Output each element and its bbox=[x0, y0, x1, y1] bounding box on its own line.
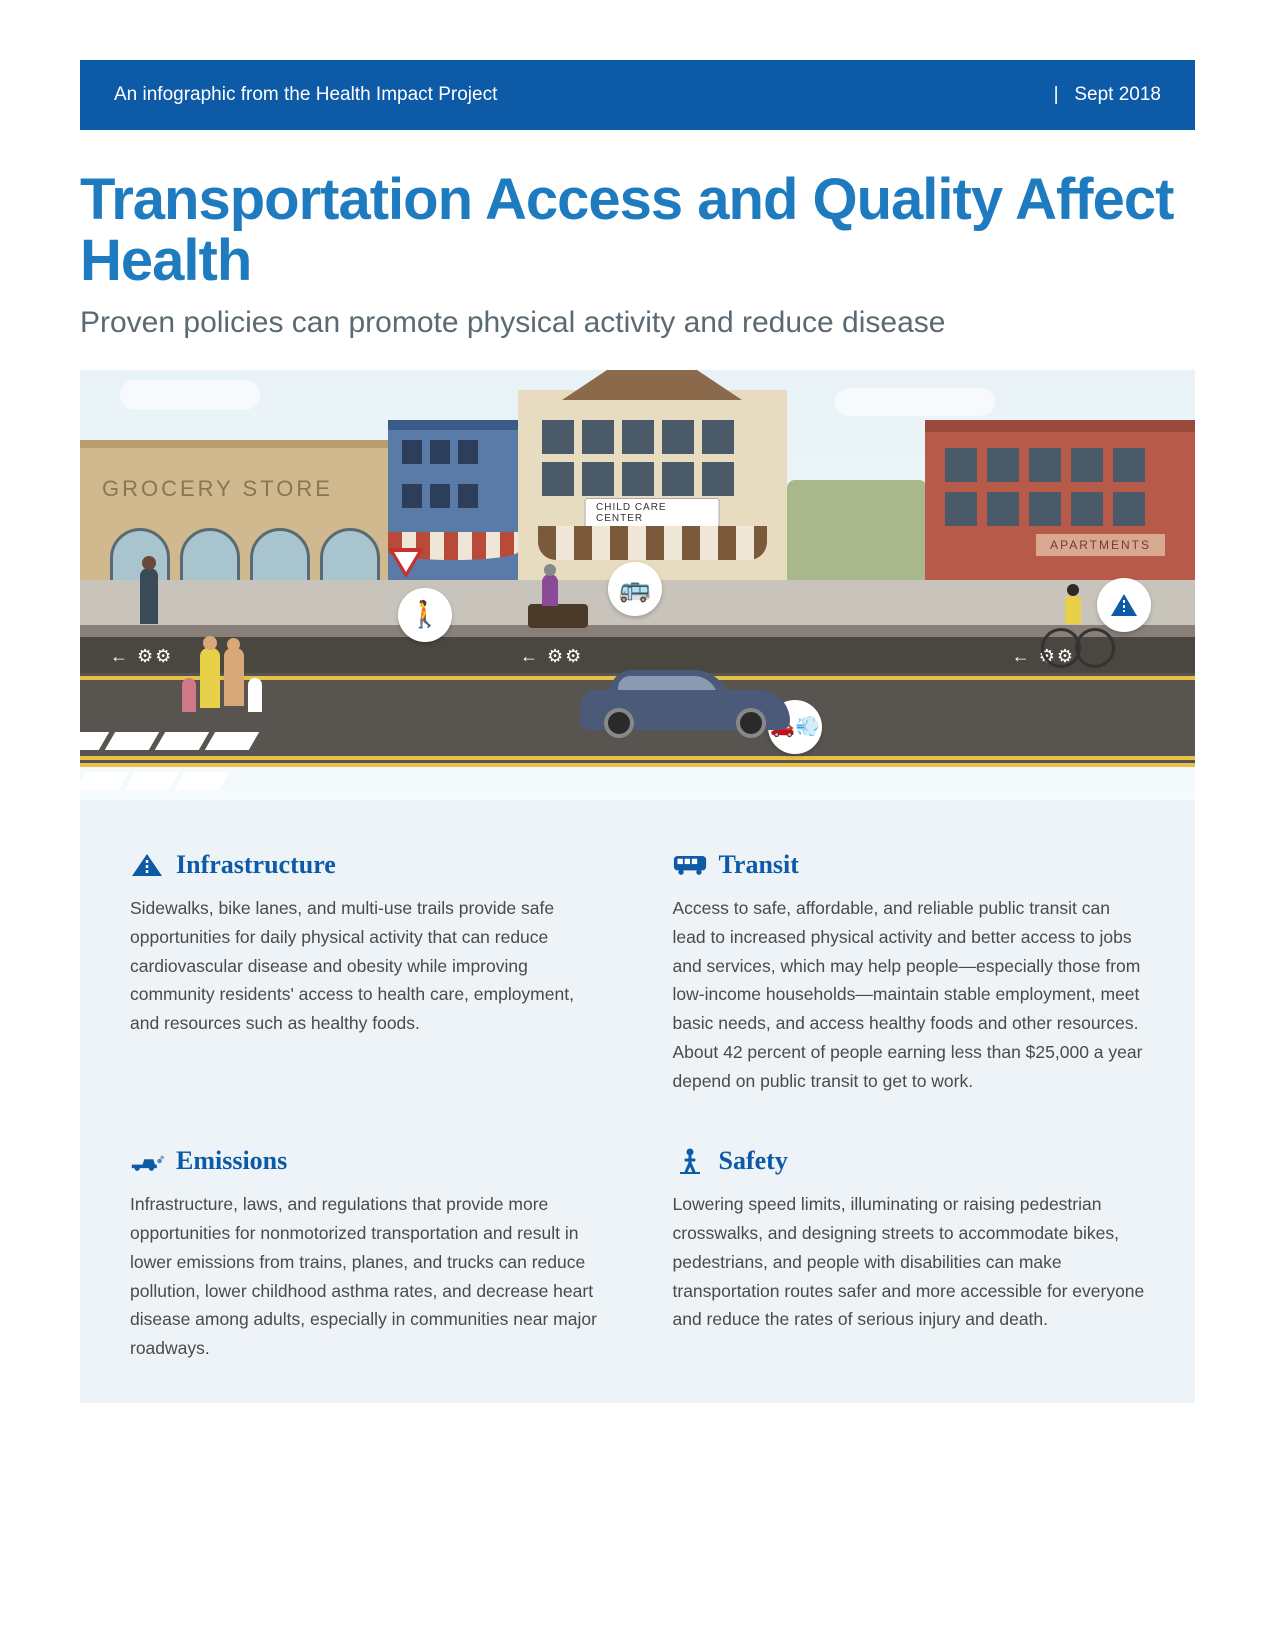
car-illustration bbox=[580, 670, 790, 738]
road-badge-icon bbox=[1097, 578, 1151, 632]
road-icon bbox=[130, 852, 164, 878]
content-grid: Infrastructure Sidewalks, bike lanes, an… bbox=[80, 800, 1195, 1403]
page-title: Transportation Access and Quality Affect… bbox=[80, 170, 1195, 292]
header-date: | Sept 2018 bbox=[1054, 84, 1161, 106]
page-subtitle: Proven policies can promote physical act… bbox=[80, 306, 1195, 340]
section-body-text: Access to safe, affordable, and reliable… bbox=[673, 894, 1146, 1096]
cyclist-illustration bbox=[1041, 628, 1115, 673]
header-source: An infographic from the Health Impact Pr… bbox=[114, 84, 497, 106]
grocery-store: GROCERY STORE bbox=[80, 440, 390, 600]
pedestrian-badge-icon: 🚶 bbox=[398, 588, 452, 642]
childcare-label: CHILD CARE CENTER bbox=[585, 498, 720, 528]
section-safety: Safety Lowering speed limits, illuminati… bbox=[673, 1146, 1146, 1363]
section-emissions: Emissions Infrastructure, laws, and regu… bbox=[130, 1146, 603, 1363]
section-infrastructure: Infrastructure Sidewalks, bike lanes, an… bbox=[130, 850, 603, 1096]
section-body-text: Lowering speed limits, illuminating or r… bbox=[673, 1190, 1146, 1334]
section-body-text: Infrastructure, laws, and regulations th… bbox=[130, 1190, 603, 1363]
bus-icon bbox=[673, 852, 707, 878]
emissions-icon bbox=[130, 1148, 164, 1174]
header-bar: An infographic from the Health Impact Pr… bbox=[80, 60, 1195, 130]
hero-illustration: GROCERY STORE CHILD CARE CENTER APARTMEN… bbox=[80, 370, 1195, 800]
apartments-building: APARTMENTS bbox=[925, 420, 1195, 600]
section-title-text: Infrastructure bbox=[176, 850, 336, 880]
apartments-label: APARTMENTS bbox=[1036, 534, 1165, 556]
bike-lane-marking: ← ⚙⚙ bbox=[520, 646, 583, 667]
yield-sign bbox=[388, 548, 424, 578]
crosswalk bbox=[80, 732, 380, 800]
section-title-text: Emissions bbox=[176, 1146, 287, 1176]
section-body-text: Sidewalks, bike lanes, and multi-use tra… bbox=[130, 894, 603, 1038]
grocery-label: GROCERY STORE bbox=[102, 476, 333, 502]
bike-lane-marking: ← ⚙⚙ bbox=[110, 646, 173, 667]
section-transit: Transit Access to safe, affordable, and … bbox=[673, 850, 1146, 1096]
section-title-text: Transit bbox=[719, 850, 799, 880]
pedestrian-icon bbox=[673, 1148, 707, 1174]
section-title-text: Safety bbox=[719, 1146, 788, 1176]
bus-badge-icon: 🚌 bbox=[608, 562, 662, 616]
